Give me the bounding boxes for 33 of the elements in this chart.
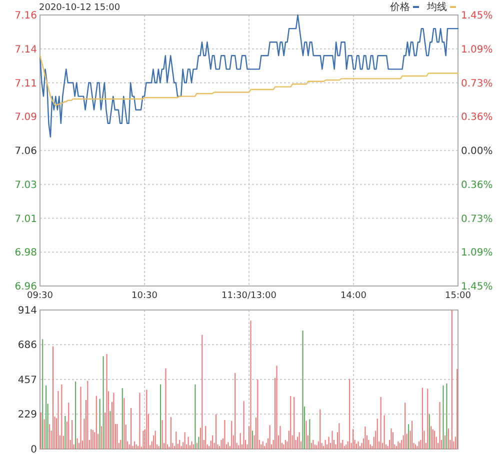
y-tick-label: 7.09: [14, 112, 37, 124]
legend-label: 价格: [389, 1, 410, 13]
y-tick-label: 914: [18, 306, 37, 316]
y2-tick-label: 0.73%: [461, 214, 493, 225]
y-tick-label: 229: [18, 410, 37, 421]
legend-label: 均线: [426, 1, 447, 13]
line-series: [39, 55, 459, 106]
y-tick-label: 6.98: [14, 248, 37, 259]
x-tick-label: 14:00: [340, 291, 367, 301]
y2-tick-label: 0.36%: [461, 112, 493, 124]
y-tick-label: 686: [18, 340, 37, 352]
y-tick-label: 457: [18, 375, 37, 386]
y2-tick-label: 1.45%: [461, 282, 493, 292]
y-tick-label: 7.06: [14, 146, 37, 157]
y2-tick-label: 0.00%: [461, 146, 493, 157]
x-tick-label: 10:30: [132, 291, 158, 301]
x-tick-label: 15:00: [445, 291, 472, 301]
y-tick-label: 7.03: [14, 180, 37, 191]
y2-tick-label: 1.09%: [461, 248, 493, 259]
y-tick-label: 0: [30, 444, 37, 454]
y-tick-label: 7.16: [14, 10, 37, 22]
y-tick-label: 7.01: [14, 214, 37, 225]
y-tick-label: 7.14: [14, 44, 37, 56]
y2-tick-label: 1.45%: [461, 10, 493, 22]
y-tick-label: 7.11: [14, 78, 37, 90]
chart-title: 2020-10-12 15:00: [39, 3, 120, 13]
y2-tick-label: 0.36%: [461, 180, 493, 191]
x-tick-label: 11:30/13:00: [222, 291, 277, 301]
line-series: [39, 14, 459, 138]
y-tick-label: 6.96: [14, 282, 37, 292]
y2-tick-label: 1.09%: [461, 44, 493, 56]
x-tick-label: 09:30: [27, 291, 54, 301]
y2-tick-label: 0.73%: [461, 78, 493, 90]
